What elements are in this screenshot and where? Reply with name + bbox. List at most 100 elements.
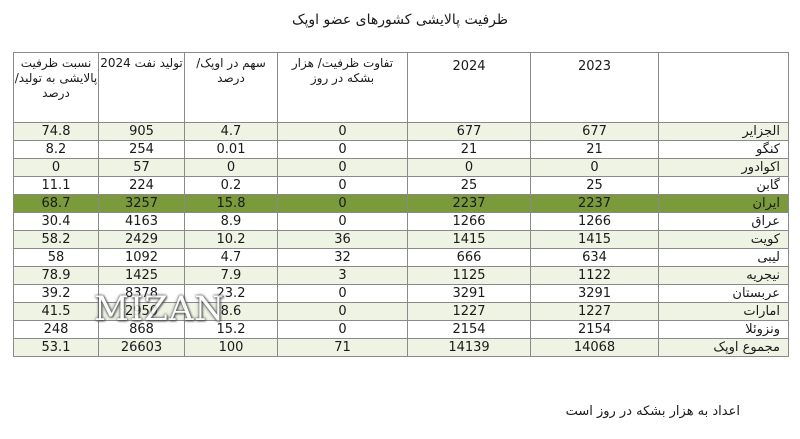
table-row: گابن 25 25 0 0.2 224 11.1 [13, 176, 789, 195]
opec-share-cell: 4.7 [184, 248, 278, 267]
header-country [658, 52, 789, 123]
capacity-diff-cell: 0 [277, 158, 408, 177]
table-row: ونزوئلا 2154 2154 0 15.2 868 248 [13, 320, 789, 339]
opec-share-cell: 15.8 [184, 194, 278, 213]
capacity-ratio-cell: 58.2 [13, 230, 99, 249]
capacity-ratio-cell: 0 [13, 158, 99, 177]
table-row: نیجریه 1122 1125 3 7.9 1425 78.9 [13, 266, 789, 285]
capacity-ratio-cell: 11.1 [13, 176, 99, 195]
table-row: الجزایر 677 677 0 4.7 905 74.8 [13, 122, 789, 141]
oil-production-cell: 57 [98, 158, 185, 177]
capacity-diff-cell: 0 [277, 320, 408, 339]
capacity-ratio-cell: 53.1 [13, 338, 99, 357]
table-row: عراق 1266 1266 0 8.9 4163 30.4 [13, 212, 789, 231]
capacity-diff-cell: 36 [277, 230, 408, 249]
opec-share-cell: 10.2 [184, 230, 278, 249]
oil-production-cell: 26603 [98, 338, 185, 357]
capacity-2023-cell: 2154 [530, 320, 659, 339]
capacity-diff-cell: 32 [277, 248, 408, 267]
table-row: کویت 1415 1415 36 10.2 2429 58.2 [13, 230, 789, 249]
capacity-diff-cell: 0 [277, 176, 408, 195]
table-row: امارات 1227 1227 0 8.6 2950 41.5 [13, 302, 789, 321]
capacity-diff-cell: 3 [277, 266, 408, 285]
capacity-2023-cell: 14068 [530, 338, 659, 357]
capacity-2024-cell: 666 [407, 248, 531, 267]
opec-share-cell: 0 [184, 158, 278, 177]
capacity-2024-cell: 1266 [407, 212, 531, 231]
capacity-2023-cell: 1122 [530, 266, 659, 285]
capacity-2023-cell: 1227 [530, 302, 659, 321]
capacity-diff-cell: 0 [277, 194, 408, 213]
capacity-diff-cell: 0 [277, 302, 408, 321]
capacity-diff-cell: 0 [277, 140, 408, 159]
capacity-diff-cell: 0 [277, 122, 408, 141]
oil-production-cell: 2950 [98, 302, 185, 321]
capacity-2023-cell: 25 [530, 176, 659, 195]
table-row: عربستان 3291 3291 0 23.2 8378 39.2 [13, 284, 789, 303]
table-title: ظرفیت پالایشی کشورهای عضو اوپک [291, 12, 509, 28]
country-cell: عربستان [658, 284, 789, 303]
capacity-2024-cell: 25 [407, 176, 531, 195]
oil-production-cell: 2429 [98, 230, 185, 249]
oil-production-cell: 905 [98, 122, 185, 141]
table-row: کنگو 21 21 0 0.01 254 8.2 [13, 140, 789, 159]
country-cell: الجزایر [658, 122, 789, 141]
country-cell: کویت [658, 230, 789, 249]
capacity-2023-cell: 3291 [530, 284, 659, 303]
mizan-watermark-logo: MIZAN [94, 289, 226, 329]
capacity-2023-cell: 677 [530, 122, 659, 141]
capacity-ratio-cell: 68.7 [13, 194, 99, 213]
capacity-2023-cell: 0 [530, 158, 659, 177]
capacity-2023-cell: 2237 [530, 194, 659, 213]
table-row: لیبی 634 666 32 4.7 1092 58 [13, 248, 789, 267]
oil-production-cell: 868 [98, 320, 185, 339]
opec-share-cell: 100 [184, 338, 278, 357]
capacity-2023-cell: 634 [530, 248, 659, 267]
capacity-2023-cell: 1415 [530, 230, 659, 249]
opec-share-cell: 8.9 [184, 212, 278, 231]
capacity-2024-cell: 1415 [407, 230, 531, 249]
capacity-ratio-cell: 41.5 [13, 302, 99, 321]
capacity-ratio-cell: 248 [13, 320, 99, 339]
opec-share-cell: 4.7 [184, 122, 278, 141]
country-cell: لیبی [658, 248, 789, 267]
oil-production-cell: 1425 [98, 266, 185, 285]
oil-production-cell: 4163 [98, 212, 185, 231]
opec-refining-table: 2023 2024 تفاوت ظرفیت/ هزار بشکه در روز … [13, 52, 789, 357]
capacity-2024-cell: 677 [407, 122, 531, 141]
capacity-2024-cell: 2237 [407, 194, 531, 213]
header-2023: 2023 [530, 52, 659, 123]
capacity-2024-cell: 21 [407, 140, 531, 159]
footnote: اعداد به هزار بشکه در روز است [565, 404, 740, 419]
capacity-diff-cell: 71 [277, 338, 408, 357]
capacity-ratio-cell: 39.2 [13, 284, 99, 303]
capacity-2024-cell: 3291 [407, 284, 531, 303]
capacity-ratio-cell: 58 [13, 248, 99, 267]
oil-production-cell: 1092 [98, 248, 185, 267]
oil-production-cell: 224 [98, 176, 185, 195]
capacity-diff-cell: 0 [277, 284, 408, 303]
header-opec-share: سهم در اوپک/ درصد [184, 52, 278, 123]
opec-share-cell: 8.6 [184, 302, 278, 321]
table-row: اکوادور 0 0 0 0 57 0 [13, 158, 789, 177]
country-cell: ونزوئلا [658, 320, 789, 339]
country-cell: امارات [658, 302, 789, 321]
capacity-ratio-cell: 74.8 [13, 122, 99, 141]
capacity-2024-cell: 1227 [407, 302, 531, 321]
capacity-2023-cell: 21 [530, 140, 659, 159]
oil-production-cell: 254 [98, 140, 185, 159]
header-oil-production: تولید نفت 2024 [98, 52, 185, 123]
country-cell: کنگو [658, 140, 789, 159]
opec-share-cell: 7.9 [184, 266, 278, 285]
header-capacity-diff: تفاوت ظرفیت/ هزار بشکه در روز [277, 52, 408, 123]
header-row: 2023 2024 تفاوت ظرفیت/ هزار بشکه در روز … [13, 52, 789, 123]
capacity-2024-cell: 2154 [407, 320, 531, 339]
capacity-2023-cell: 1266 [530, 212, 659, 231]
oil-production-cell: 3257 [98, 194, 185, 213]
capacity-2024-cell: 1125 [407, 266, 531, 285]
table-row: ایران 2237 2237 0 15.8 3257 68.7 [13, 194, 789, 213]
capacity-2024-cell: 14139 [407, 338, 531, 357]
header-2024: 2024 [407, 52, 531, 123]
opec-share-cell: 0.2 [184, 176, 278, 195]
capacity-ratio-cell: 78.9 [13, 266, 99, 285]
